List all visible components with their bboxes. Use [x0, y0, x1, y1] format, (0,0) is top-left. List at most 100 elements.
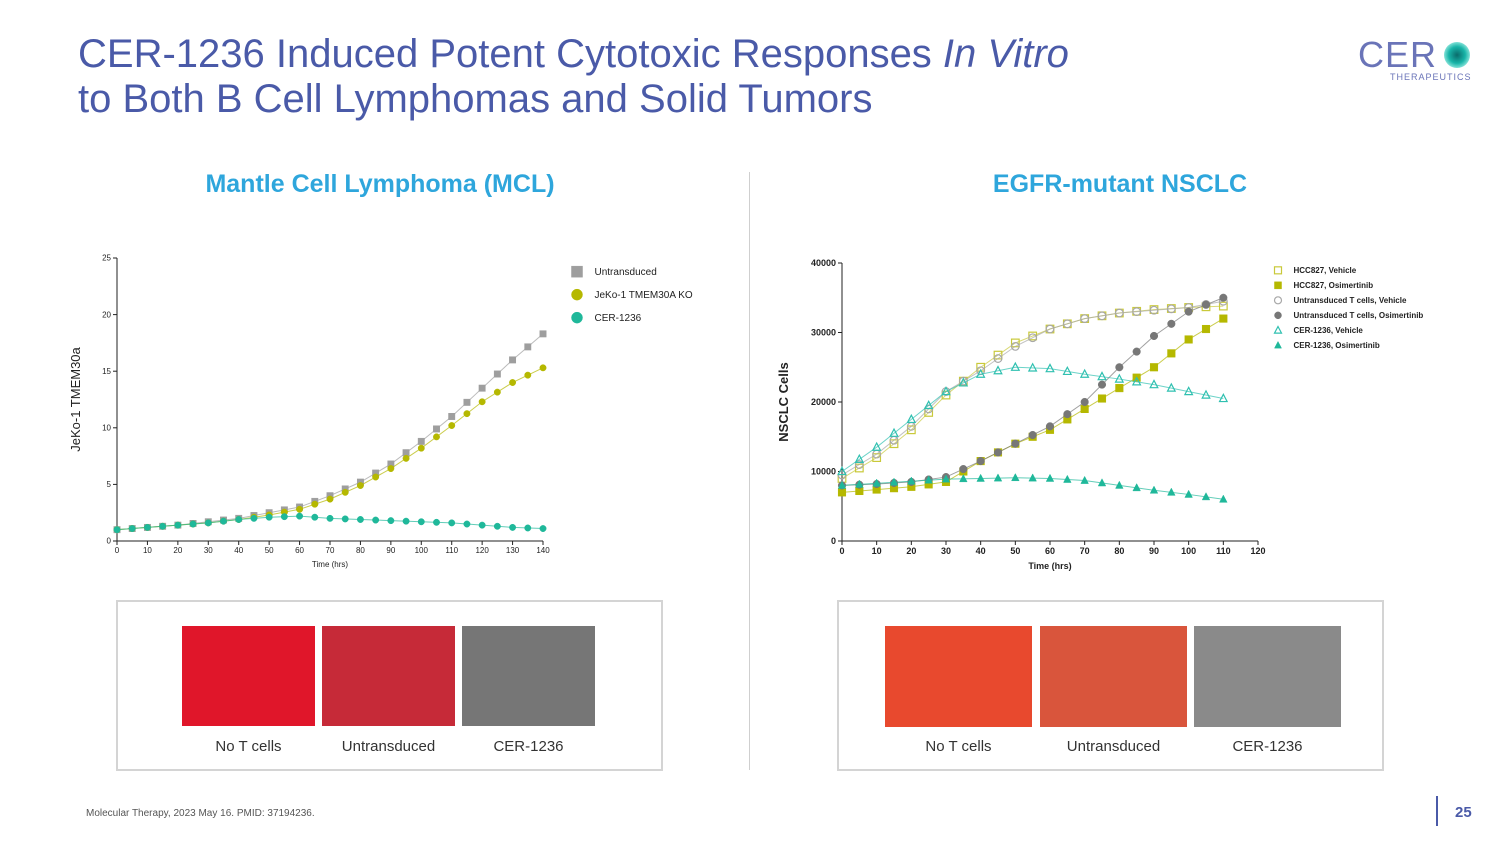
data-point	[356, 516, 364, 523]
title-line2: to Both B Cell Lymphomas and Solid Tumor…	[78, 77, 873, 121]
data-point	[1219, 293, 1228, 302]
data-point	[1167, 349, 1176, 358]
legend-marker	[1273, 296, 1283, 305]
x-tick-label: 60	[1045, 546, 1055, 556]
mcl-cer1236-image	[462, 626, 595, 726]
data-point	[1062, 319, 1072, 329]
data-point	[1063, 410, 1072, 419]
section-divider	[749, 172, 750, 770]
y-tick-label: 20000	[811, 397, 836, 407]
x-tick-label: 10	[872, 546, 882, 556]
data-point	[128, 525, 136, 532]
x-tick-label: 50	[1010, 546, 1020, 556]
legend-marker	[571, 265, 583, 278]
data-point	[837, 466, 847, 476]
data-point	[433, 425, 440, 433]
y-tick-label: 10000	[811, 467, 836, 477]
data-point	[907, 476, 916, 485]
data-point	[1183, 386, 1194, 396]
data-point	[448, 519, 456, 527]
data-point	[993, 365, 1003, 375]
data-point	[265, 513, 273, 521]
y-tick-label: 30000	[811, 328, 836, 338]
data-point	[1167, 487, 1176, 496]
data-point	[311, 513, 319, 521]
data-point	[1114, 373, 1125, 383]
data-point	[959, 474, 968, 483]
series-line	[841, 366, 1224, 472]
data-point	[1167, 319, 1176, 328]
data-point	[1097, 478, 1107, 487]
data-point	[889, 427, 899, 437]
x-tick-label: 20	[906, 546, 916, 556]
data-point	[1149, 485, 1159, 494]
data-point	[493, 388, 501, 396]
data-point	[976, 457, 985, 466]
data-point	[509, 379, 517, 386]
x-tick-label: 70	[1080, 546, 1090, 556]
y-tick-label: 25	[102, 254, 111, 263]
data-point	[1201, 324, 1211, 334]
data-point	[837, 488, 847, 497]
nsclc-no-t-cells-image	[885, 626, 1032, 727]
mcl-no-t-cells-image	[182, 626, 315, 726]
title-line1-plain: CER-1236 Induced Potent Cytotoxic Respon…	[78, 32, 943, 76]
x-tick-label: 140	[536, 546, 550, 555]
title-line1-italic: In Vitro	[942, 32, 1069, 76]
data-point	[1080, 397, 1089, 407]
data-point	[1218, 301, 1228, 311]
x-tick-label: 110	[445, 546, 458, 555]
data-point	[1201, 389, 1211, 399]
x-tick-label: 90	[386, 546, 395, 555]
data-point	[1097, 371, 1107, 381]
series-line	[841, 300, 1224, 476]
data-point	[1010, 341, 1020, 351]
data-point	[250, 514, 258, 522]
data-point	[1115, 363, 1124, 372]
x-tick-label: 100	[1181, 546, 1196, 556]
data-point	[326, 495, 334, 503]
data-point	[941, 474, 951, 483]
data-point	[1166, 304, 1176, 314]
data-point	[448, 422, 456, 429]
x-tick-label: 20	[173, 546, 182, 555]
data-point	[1219, 314, 1228, 323]
x-tick-label: 130	[506, 546, 520, 555]
x-tick-label: 80	[1114, 546, 1124, 556]
mcl-chart: 0 10 20 30 40 50 60 70 80 90 100 110 120 130 140 0 5 10 15…	[68, 254, 693, 569]
y-tick-label: 40000	[811, 258, 836, 268]
data-point	[524, 524, 532, 532]
nsclc-untransduced-image	[1040, 626, 1187, 727]
x-tick-label: 60	[295, 546, 304, 555]
data-point	[1114, 308, 1124, 318]
data-point	[993, 473, 1003, 482]
legend-label: Untransduced T cells, Vehicle	[1294, 296, 1407, 305]
data-point	[448, 413, 456, 420]
series-line	[841, 297, 1224, 486]
logo-sub-text: THERAPEUTICS	[1390, 72, 1472, 82]
data-point	[1132, 307, 1142, 317]
data-point	[1080, 404, 1089, 413]
data-point	[1184, 307, 1193, 316]
data-point	[1045, 473, 1055, 482]
legend-label: CER-1236, Vehicle	[1294, 326, 1364, 335]
data-point	[280, 513, 288, 521]
data-point	[509, 356, 517, 364]
data-point	[433, 518, 440, 526]
data-point	[524, 371, 532, 379]
x-axis-label: Time (hrs)	[1028, 561, 1071, 571]
y-tick-label: 15	[102, 367, 111, 376]
legend-label: HCC827, Osimertinib	[1294, 281, 1374, 290]
data-point	[924, 475, 933, 484]
legend-marker	[1274, 340, 1282, 349]
data-point	[326, 514, 334, 522]
x-tick-label: 0	[115, 546, 120, 555]
data-point	[1010, 361, 1021, 371]
data-point	[1063, 474, 1072, 483]
data-point	[493, 370, 501, 378]
data-point	[417, 444, 425, 452]
data-point	[417, 518, 425, 526]
data-point	[1149, 331, 1159, 341]
data-point	[1045, 363, 1055, 373]
legend-marker	[571, 311, 583, 324]
